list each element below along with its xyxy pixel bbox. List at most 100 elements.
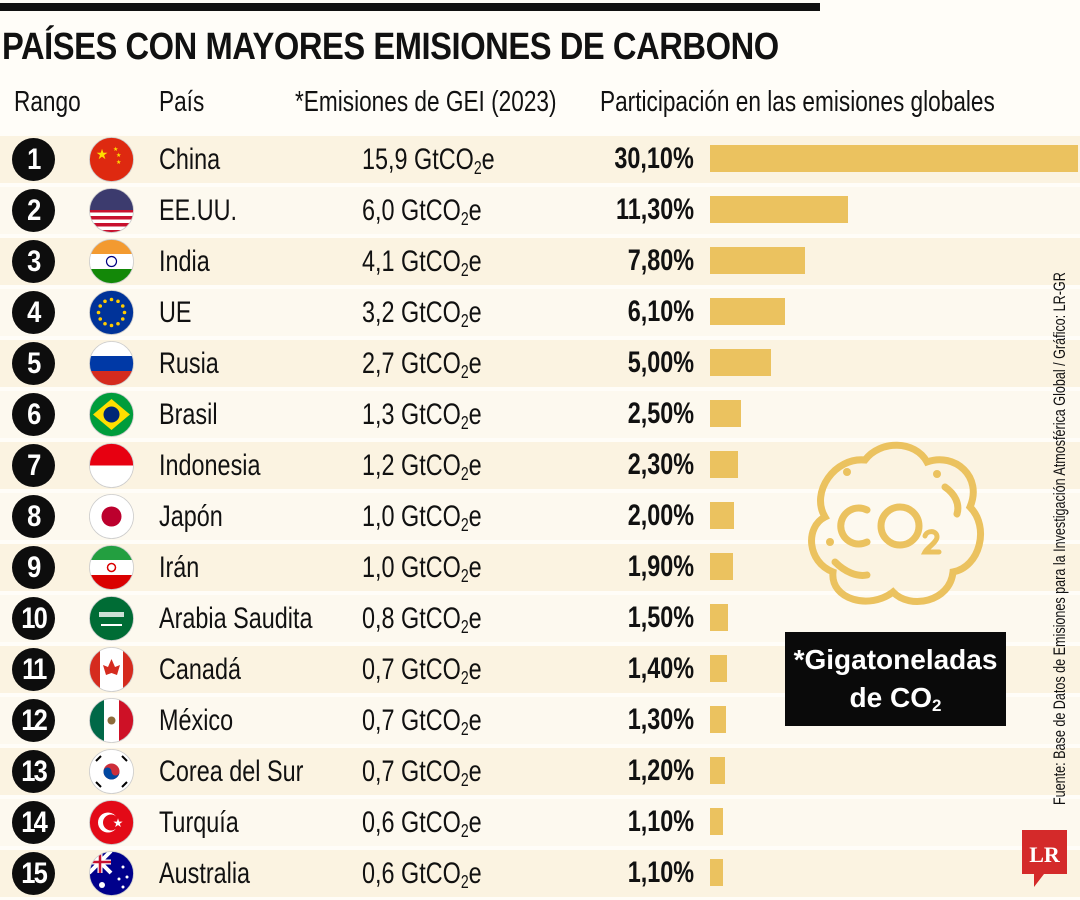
emissions-value: 0,7 GtCO2e [362, 704, 482, 739]
table-row: 10 Arabia Saudita 0,8 GtCO2e 1,50% [0, 595, 1080, 642]
emissions-value: 1,3 GtCO2e [362, 398, 482, 433]
data-label: 30,10% [614, 142, 694, 175]
table-row: 2 EE.UU. 6,0 GtCO2e 11,30% [0, 187, 1080, 234]
brazil-flag-icon [89, 392, 134, 437]
lr-logo: LR [1022, 830, 1067, 887]
table-row: 3 India 4,1 GtCO2e 7,80% [0, 238, 1080, 285]
rank-badge: 14 [12, 801, 55, 844]
unit-note: *Gigatoneladas de CO2 [785, 632, 1006, 726]
bar [710, 298, 785, 325]
header-country: País [159, 86, 205, 118]
data-label: 1,30% [627, 703, 694, 736]
emissions-value: 15,9 GtCO2e [362, 143, 495, 178]
data-label: 11,30% [615, 193, 694, 226]
table-row: 5 Rusia 2,7 GtCO2e 5,00% [0, 340, 1080, 387]
country-name: Australia [159, 857, 251, 890]
japan-flag-icon [89, 494, 134, 539]
bar [710, 247, 806, 274]
bar [710, 451, 739, 478]
emissions-value: 0,8 GtCO2e [362, 602, 482, 637]
header-rank: Rango [14, 86, 81, 118]
data-label: 1,50% [627, 601, 694, 634]
top-rule [0, 3, 820, 11]
bar [710, 706, 726, 733]
bar [710, 349, 772, 376]
source-credit: Fuente: Base de Datos de Emisiones para … [1050, 272, 1069, 805]
logo-text: LR [1029, 842, 1061, 867]
bar [710, 400, 741, 427]
rank-badge: 12 [12, 699, 55, 742]
data-label: 7,80% [627, 244, 694, 277]
country-name: EE.UU. [159, 194, 238, 227]
emissions-value: 0,7 GtCO2e [362, 653, 482, 688]
data-label: 1,10% [627, 805, 694, 838]
bar [710, 808, 724, 835]
emissions-value: 2,7 GtCO2e [362, 347, 482, 382]
country-name: Arabia Saudita [159, 602, 313, 635]
usa-flag-icon [89, 188, 134, 233]
bar [710, 502, 735, 529]
eu-flag-icon [89, 290, 134, 335]
rank-badge: 8 [12, 495, 55, 538]
header-emissions: *Emisiones de GEI (2023) [295, 86, 557, 118]
canada-flag-icon [89, 647, 134, 692]
bar [710, 604, 729, 631]
data-label: 1,10% [627, 856, 694, 889]
svg-text:★: ★ [96, 146, 109, 162]
rank-badge: 1 [12, 138, 55, 181]
header-share: Participación en las emisiones globales [600, 86, 995, 118]
chart-title: PAÍSES CON MAYORES EMISIONES DE CARBONO [2, 26, 779, 68]
russia-flag-icon [89, 341, 134, 386]
svg-text:★: ★ [113, 146, 118, 153]
emissions-value: 0,6 GtCO2e [362, 806, 482, 841]
table-row: 13 Corea del Sur 0,7 GtCO2e 1,20% [0, 748, 1080, 795]
turkey-flag-icon: ★ [89, 800, 134, 845]
unit-note-line1: *Gigatoneladas [793, 644, 998, 675]
bar [710, 145, 1078, 172]
data-label: 6,10% [627, 295, 694, 328]
data-label: 2,00% [627, 499, 694, 532]
data-label: 2,50% [627, 397, 694, 430]
svg-text:★: ★ [113, 816, 124, 830]
emissions-value: 3,2 GtCO2e [362, 296, 482, 331]
country-name: Rusia [159, 347, 219, 380]
table-row: 9 Irán 1,0 GtCO2e 1,90% [0, 544, 1080, 591]
bar [710, 196, 849, 223]
country-name: China [159, 143, 221, 176]
korea-flag-icon [89, 749, 134, 794]
data-label: 2,30% [627, 448, 694, 481]
co2-cloud-icon [808, 441, 984, 605]
svg-text:★: ★ [116, 159, 121, 166]
rank-badge: 6 [12, 393, 55, 436]
country-name: Irán [159, 551, 200, 584]
rank-badge: 10 [12, 597, 55, 640]
mexico-flag-icon [89, 698, 134, 743]
emissions-value: 0,7 GtCO2e [362, 755, 482, 790]
australia-flag-icon [89, 851, 134, 896]
indonesia-flag-icon [89, 443, 134, 488]
data-label: 5,00% [627, 346, 694, 379]
china-flag-icon: ★ ★★★ [89, 137, 134, 182]
iran-flag-icon [89, 545, 134, 590]
data-label: 1,90% [627, 550, 694, 583]
bar [710, 757, 725, 784]
data-label: 1,20% [627, 754, 694, 787]
table-row: 8 Japón 1,0 GtCO2e 2,00% [0, 493, 1080, 540]
rank-badge: 7 [12, 444, 55, 487]
table-row: 4 UE 3,2 GtCO2e 6,10% [0, 289, 1080, 336]
emissions-value: 4,1 GtCO2e [362, 245, 482, 280]
country-name: Corea del Sur [159, 755, 304, 788]
emissions-value: 1,0 GtCO2e [362, 500, 482, 535]
country-name: India [159, 245, 210, 278]
country-name: Indonesia [159, 449, 261, 482]
country-name: Canadá [159, 653, 241, 686]
data-label: 1,40% [627, 652, 694, 685]
bar [710, 859, 724, 886]
saudi-flag-icon [89, 596, 134, 641]
bar [710, 553, 734, 580]
table-row: 1 ★ ★ ★ ★ China 15,9 GtCO2e 30,10% [0, 136, 1080, 183]
rank-badge: 4 [12, 291, 55, 334]
rank-badge: 2 [12, 189, 55, 232]
emissions-value: 1,0 GtCO2e [362, 551, 482, 586]
emissions-value: 1,2 GtCO2e [362, 449, 482, 484]
